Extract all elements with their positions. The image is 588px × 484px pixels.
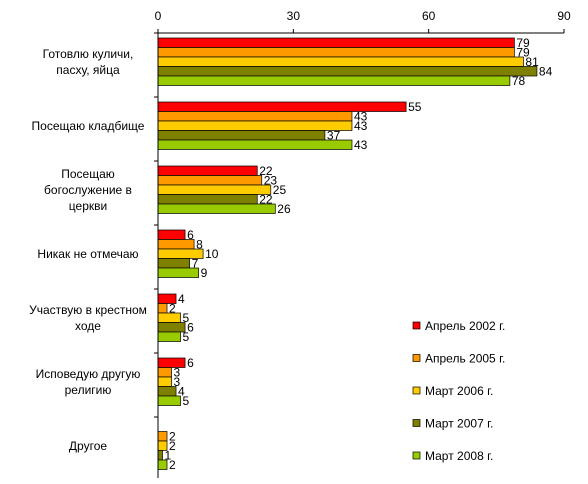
legend-label: Март 2007 г.: [425, 417, 493, 431]
bar: [157, 130, 326, 141]
category-label: Другое: [69, 439, 107, 453]
legend: Апрель 2002 г. Апрель 2005 г. Март 2006 г.…: [412, 319, 505, 463]
x-tick-label: 0: [155, 9, 162, 23]
bar-value-label: 1: [165, 449, 172, 463]
x-tick-label: 30: [287, 9, 301, 23]
bar-value-label: 25: [273, 183, 287, 197]
bar: [157, 111, 353, 122]
legend-swatch: [412, 419, 421, 427]
data-labels: 7979818478554343374322232522266810794256…: [165, 36, 553, 472]
category-labels: Готовлю куличи, пасху, яйца Посещаю кладби…: [29, 47, 147, 453]
bar: [157, 194, 258, 205]
bar-value-label: 22: [259, 164, 273, 178]
category-label: Готовлю куличи, пасху, яйца: [43, 47, 134, 77]
bar-value-label: 55: [408, 100, 422, 114]
bar-value-label: 4: [178, 385, 185, 399]
bar-value-label: 26: [277, 202, 291, 216]
bar: [157, 322, 186, 333]
bar-value-label: 2: [169, 430, 176, 444]
bar: [157, 75, 511, 86]
bar-value-label: 5: [183, 330, 190, 344]
legend-swatch: [412, 321, 421, 330]
category-label: Исповедую другую религию: [36, 367, 141, 397]
bar-value-label: 43: [354, 119, 368, 133]
category-label: Никак не отмечаю: [37, 247, 138, 261]
bar: [157, 376, 172, 387]
bar: [157, 367, 172, 378]
bar: [157, 56, 524, 67]
bar-value-label: 23: [264, 174, 278, 188]
x-tick-label: 60: [422, 9, 436, 23]
bar-value-label: 2: [169, 302, 176, 316]
bar-value-label: 6: [187, 356, 194, 370]
bar-value-label: 43: [354, 138, 368, 152]
bar-value-label: 5: [183, 394, 190, 408]
bar: [157, 303, 168, 314]
bar-value-label: 78: [512, 74, 526, 88]
bar: [157, 258, 190, 269]
bar: [157, 357, 186, 368]
bar-value-label: 84: [539, 65, 553, 79]
bar: [157, 175, 263, 186]
bar: [157, 450, 163, 461]
bar-value-label: 43: [354, 110, 368, 124]
x-tick-label: 90: [557, 9, 571, 23]
legend-swatch: [412, 354, 421, 362]
bar-value-label: 3: [174, 366, 181, 380]
legend-swatch: [412, 386, 421, 395]
bar-value-label: 8: [196, 238, 203, 252]
bar-value-label: 7: [192, 257, 199, 271]
bar: [157, 229, 186, 240]
bar: [157, 184, 272, 195]
category-label: Посещаю кладбище: [32, 119, 145, 133]
bar: [157, 66, 538, 77]
bar-value-label: 6: [187, 228, 194, 242]
axes: [154, 32, 564, 478]
bar: [157, 203, 276, 214]
bar: [157, 139, 353, 150]
bar-value-label: 2: [169, 439, 176, 453]
legend-label: Апрель 2002 г.: [425, 319, 505, 333]
bar-value-label: 81: [525, 55, 539, 69]
bar-value-label: 5: [183, 311, 190, 325]
bar: [157, 37, 515, 48]
x-axis-ticks: 0 30 60 90: [155, 9, 571, 33]
category-label: Посещаю богослужение в церкви: [44, 167, 132, 213]
bar-value-label: 6: [187, 321, 194, 335]
bar-value-label: 37: [327, 129, 341, 143]
bar-value-label: 4: [178, 292, 185, 306]
bar-value-label: 10: [205, 247, 219, 261]
bar: [157, 101, 407, 112]
category-label: Участвую в крестном ходе: [29, 303, 147, 333]
legend-label: Апрель 2005 г.: [425, 352, 505, 366]
bar-value-label: 3: [174, 375, 181, 389]
bar: [157, 120, 353, 131]
bar-value-label: 79: [516, 46, 530, 60]
bar: [157, 331, 181, 342]
legend-label: Март 2006 г.: [425, 384, 493, 398]
bar: [157, 165, 258, 176]
bar: [157, 431, 168, 442]
bar-value-label: 9: [201, 266, 208, 280]
bar-value-label: 22: [259, 193, 273, 207]
bar-value-label: 2: [169, 458, 176, 472]
legend-label: Март 2008 г.: [425, 449, 493, 463]
legend-swatch: [412, 451, 421, 460]
bar: [157, 47, 515, 58]
bar-value-label: 79: [516, 36, 530, 50]
